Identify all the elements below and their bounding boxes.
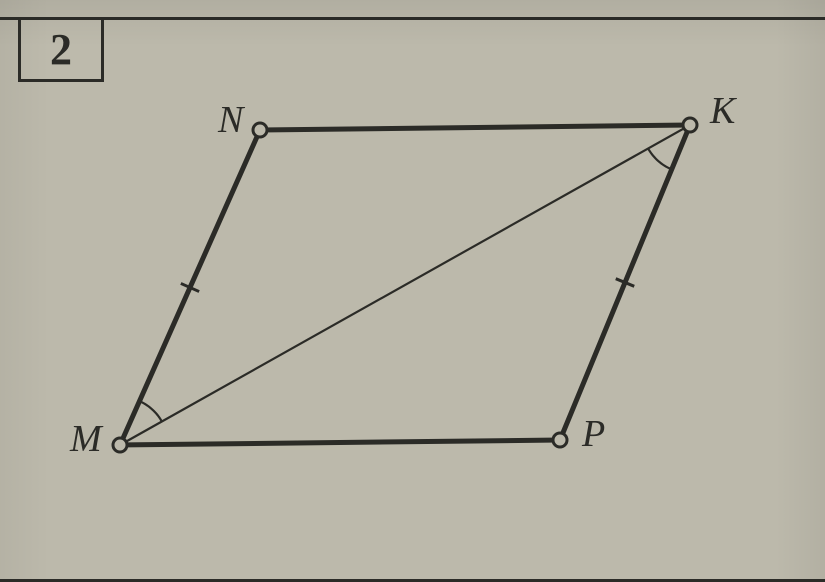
vertex-point-M [113, 438, 127, 452]
segment-PM [120, 440, 560, 445]
vertex-point-P [553, 433, 567, 447]
angle-mark-K [648, 149, 672, 170]
segment-NK [260, 125, 690, 130]
geometry-diagram [0, 0, 825, 582]
vertex-label-P: P [582, 415, 605, 453]
vertex-label-K: K [710, 92, 735, 130]
segment-MK [120, 125, 690, 445]
angle-mark-M [139, 401, 161, 421]
vertex-point-K [683, 118, 697, 132]
vertex-label-N: N [218, 101, 243, 139]
vertex-label-M: M [70, 420, 102, 458]
vertex-point-N [253, 123, 267, 137]
